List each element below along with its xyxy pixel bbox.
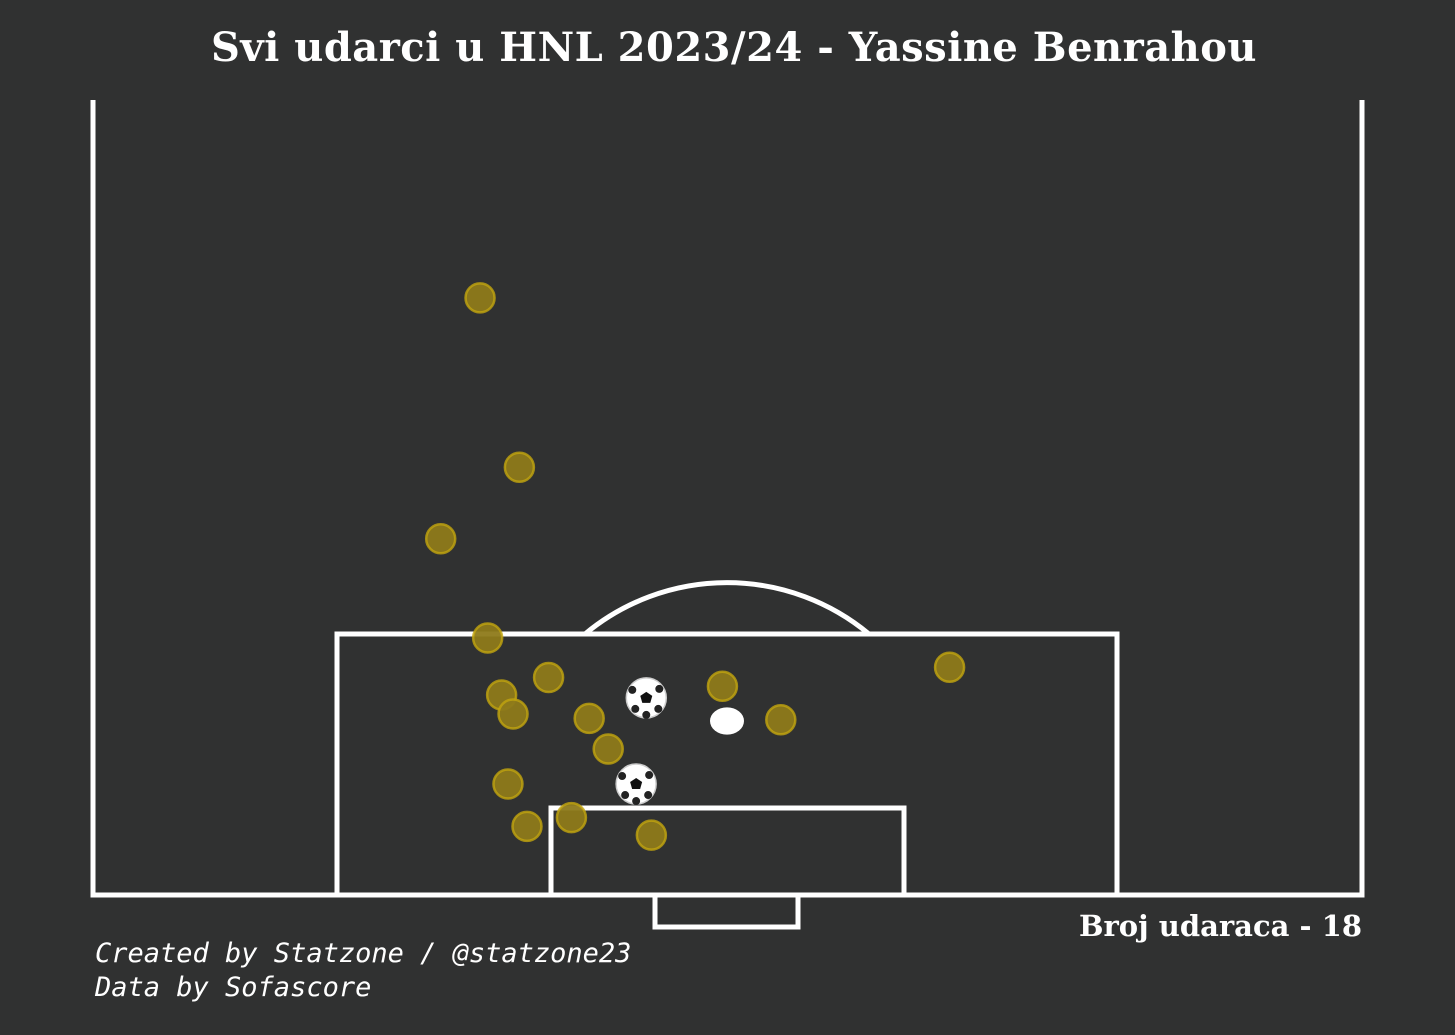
shot-marker	[511, 810, 543, 843]
penalty-arc	[583, 580, 871, 636]
shot-marker	[492, 768, 524, 800]
created-by-text: Created by Statzone / @statzone23	[95, 938, 632, 969]
shot-marker	[555, 801, 588, 834]
shot-marker	[573, 702, 605, 735]
shot-marker	[592, 733, 624, 765]
goal-shot-marker	[625, 677, 668, 719]
shot-marker	[706, 670, 739, 702]
shots-layer	[424, 282, 966, 851]
goal-shot-marker	[615, 763, 657, 806]
shot-marker	[464, 282, 496, 314]
goal	[652, 892, 801, 930]
shot-marker	[532, 661, 565, 694]
shot-marker	[503, 451, 536, 483]
shot-count-label: Broj udaraca - 18	[1079, 909, 1362, 943]
chart-title: Svi udarci u HNL 2023/24 - Yassine Benra…	[211, 24, 1257, 71]
shot-marker	[471, 622, 504, 654]
data-source-text: Data by Sofascore	[95, 972, 372, 1003]
shot-marker	[497, 698, 529, 730]
goal-area	[548, 805, 907, 898]
pitch-outline	[90, 100, 1365, 898]
shot-marker	[765, 704, 797, 736]
goals-layer	[615, 677, 668, 806]
credits-block: Created by Statzone / @statzone23 Data b…	[95, 937, 631, 1005]
penalty-spot	[710, 707, 744, 735]
shot-marker	[635, 819, 668, 851]
shot-marker	[424, 523, 457, 555]
shot-marker	[933, 651, 966, 683]
